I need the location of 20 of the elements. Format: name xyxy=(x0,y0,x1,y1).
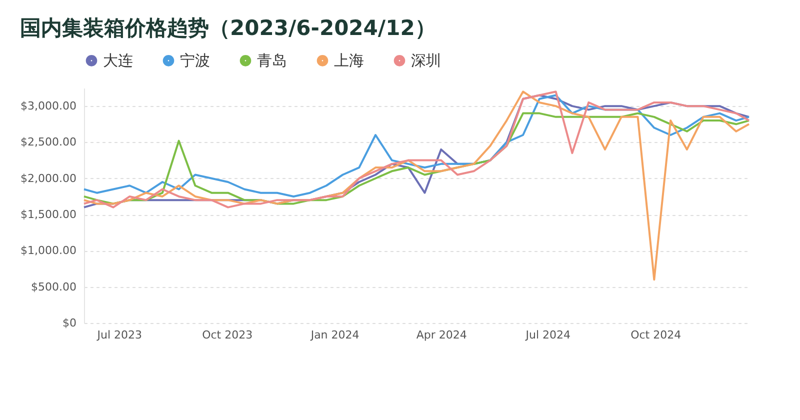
line-series xyxy=(83,90,750,281)
legend-label: 青岛 xyxy=(257,52,287,70)
x-tick-label: Oct 2024 xyxy=(630,328,682,342)
x-tick-label: Jul 2023 xyxy=(96,328,142,342)
y-tick-label: $500.00 xyxy=(31,280,76,294)
chart-title: 国内集装箱价格趋势（2023/6-2024/12） xyxy=(20,16,436,40)
y-tick-label: $0 xyxy=(62,316,76,330)
y-tick-label: $2,000.00 xyxy=(20,172,76,185)
legend-label: 上海 xyxy=(334,52,364,70)
x-tick-label: Jan 2024 xyxy=(310,328,360,342)
y-tick-label: $1,500.00 xyxy=(20,208,76,222)
y-tick-label: $1,000.00 xyxy=(20,244,76,258)
legend-label: 宁波 xyxy=(180,52,210,70)
y-tick-label: $3,000.00 xyxy=(20,100,76,113)
legend-label: 大连 xyxy=(103,52,133,70)
y-tick-label: $2,500.00 xyxy=(20,136,76,149)
x-tick-label: Jul 2024 xyxy=(524,328,571,342)
x-tick-label: Oct 2023 xyxy=(202,328,253,342)
x-tick-label: Apr 2024 xyxy=(416,328,467,342)
legend-label: 深圳 xyxy=(411,52,441,70)
